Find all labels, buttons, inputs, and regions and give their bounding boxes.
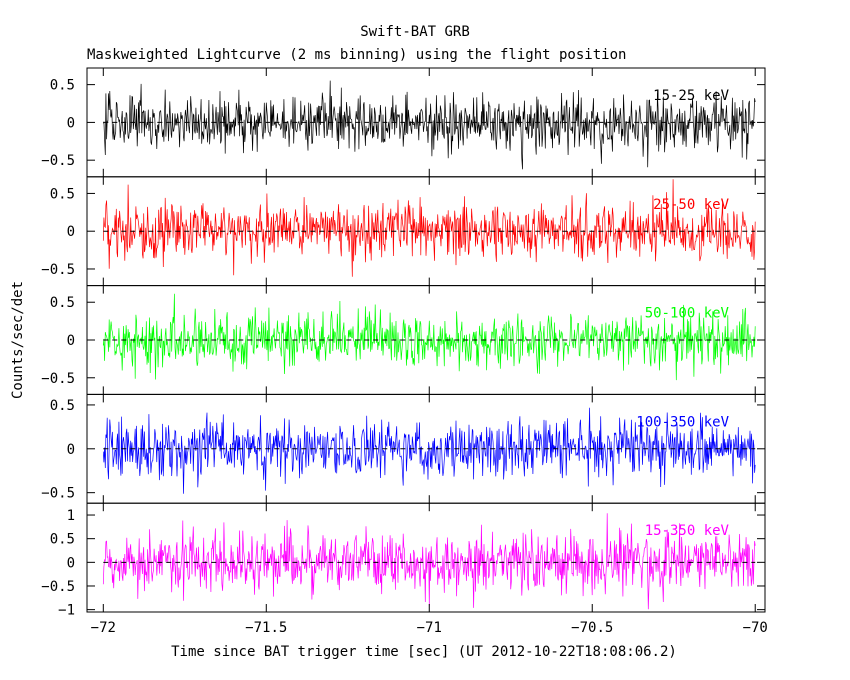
y-tick-label: −0.5 <box>41 262 75 278</box>
series-line <box>102 80 756 170</box>
y-axis-label: Counts/sec/det <box>10 281 26 399</box>
x-tick-label: −70.5 <box>571 620 613 636</box>
panel-band-label: 50-100 keV <box>645 306 730 322</box>
chart-subtitle: Maskweighted Lightcurve (2 ms binning) u… <box>87 47 626 63</box>
y-tick-label: 0.5 <box>50 398 75 414</box>
y-tick-label: −0.5 <box>41 579 75 595</box>
series-line <box>102 293 756 381</box>
y-tick-label: 0.5 <box>50 295 75 311</box>
y-tick-label: 0 <box>67 555 75 571</box>
panel-band-label: 15-25 keV <box>653 88 729 104</box>
series-line <box>102 179 756 277</box>
x-axis-label: Time since BAT trigger time [sec] (UT 20… <box>171 644 677 660</box>
y-tick-label: 0.5 <box>50 532 75 548</box>
panel-band-label: 25-50 keV <box>653 197 729 213</box>
y-tick-label: −0.5 <box>41 486 75 502</box>
y-tick-label: 0 <box>67 115 75 131</box>
y-tick-label: −0.5 <box>41 371 75 387</box>
y-tick-label: 0.5 <box>50 186 75 202</box>
panel-frame <box>86 502 766 613</box>
x-tick-label: −72 <box>91 620 116 636</box>
x-tick-label: −71 <box>417 620 442 636</box>
y-tick-label: 0 <box>67 333 75 349</box>
panel-band-label: 15-350 keV <box>645 523 730 539</box>
panel-band-label: 100-350 keV <box>636 414 729 430</box>
chart-title: Swift-BAT GRB <box>360 24 470 40</box>
panels-group: −0.5 0 0.5 15-25 keV −0.5 0 0.5 25-50 keV −0.5 0 0… <box>41 67 768 636</box>
y-tick-label: 0 <box>67 442 75 458</box>
y-tick-label: 0 <box>67 224 75 240</box>
y-tick-label: −0.5 <box>41 153 75 169</box>
y-tick-label: 1 <box>67 508 75 524</box>
x-tick-label: −70 <box>743 620 768 636</box>
y-tick-label: −1 <box>58 603 75 619</box>
y-tick-label: 0.5 <box>50 78 75 94</box>
x-tick-label: −71.5 <box>245 620 287 636</box>
